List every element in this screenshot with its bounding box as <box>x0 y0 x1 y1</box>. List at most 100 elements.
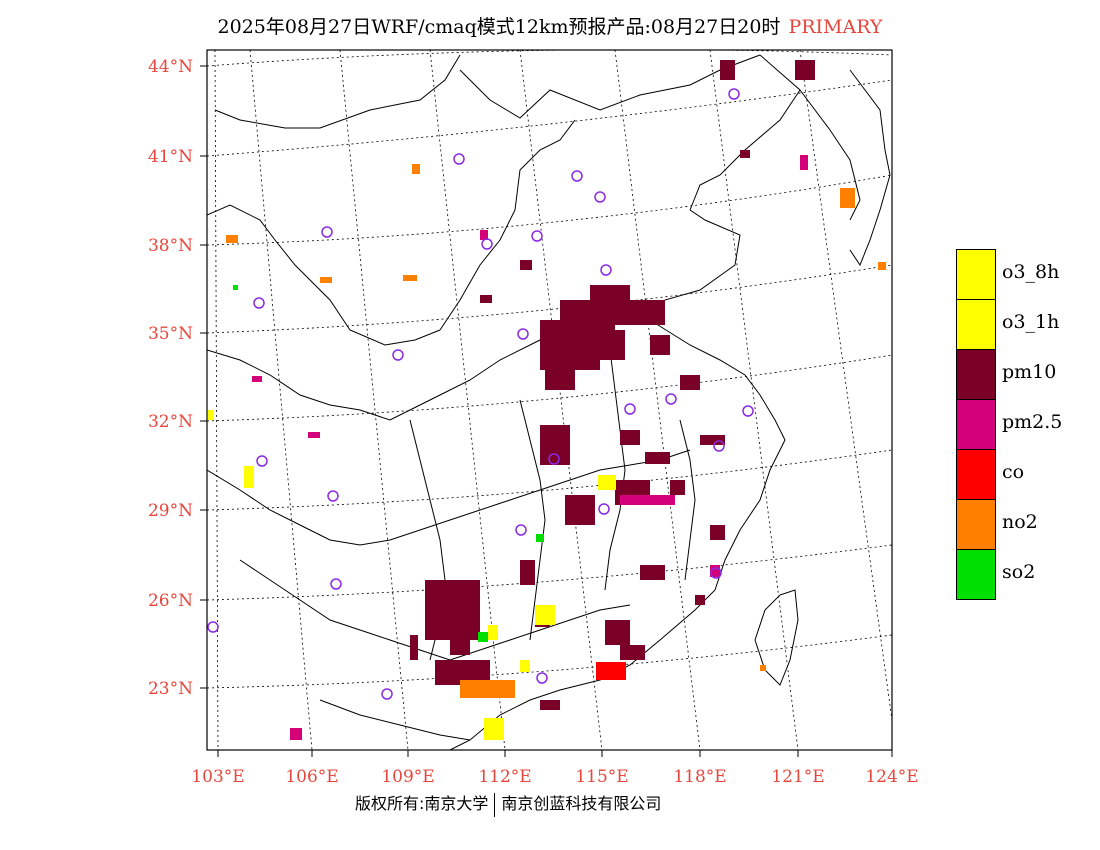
station-marker <box>256 455 268 467</box>
lat-tick-label: 35°N <box>148 324 193 344</box>
lat-tick-label: 26°N <box>148 591 193 611</box>
station-marker <box>481 238 493 250</box>
pollution-cell-co <box>596 662 626 680</box>
pollution-cell-pm10 <box>600 330 625 360</box>
pollution-cell-no2 <box>403 275 417 281</box>
pollution-cell-pm2-5 <box>800 155 808 170</box>
copyright-left: 版权所有:南京大学 <box>355 794 489 813</box>
pollution-cell-pm10 <box>410 635 418 660</box>
pollution-cell-pm10 <box>540 700 560 710</box>
station-marker <box>536 672 548 684</box>
pollution-cell-pm10 <box>630 300 665 325</box>
pollution-cell-pm2-5 <box>480 230 488 240</box>
station-marker <box>531 230 543 242</box>
pollution-cell-pm10 <box>620 645 645 660</box>
legend-swatch <box>956 349 996 400</box>
pollution-cell-pm10 <box>480 295 492 303</box>
pollution-cell-pm2-5 <box>252 376 262 382</box>
station-marker <box>517 328 529 340</box>
pollution-cell-so2 <box>536 534 544 542</box>
monitoring-stations <box>207 88 754 700</box>
station-marker <box>742 405 754 417</box>
title-main: 2025年08月27日WRF/cmaq模式12km预报产品:08月27日20时 <box>217 16 781 38</box>
station-marker <box>600 264 612 276</box>
graticule <box>207 50 892 750</box>
station-marker <box>665 393 677 405</box>
pollution-cell-o3_8h <box>488 625 498 640</box>
pollution-grid-cells <box>208 60 886 740</box>
pollution-cell-pm2-5 <box>290 728 302 740</box>
province-borders <box>207 54 891 750</box>
legend-swatch <box>956 249 996 300</box>
pollution-cell-no2 <box>760 665 766 671</box>
pollution-cell-pm10 <box>640 565 665 580</box>
station-marker <box>571 170 583 182</box>
map-frame <box>206 49 893 751</box>
pollution-cell-pm10 <box>590 285 630 325</box>
pollution-cell-pm10 <box>720 60 735 80</box>
station-marker <box>207 621 219 633</box>
lon-tick-label: 124°E <box>865 767 918 787</box>
pollution-cell-pm10 <box>520 260 532 270</box>
legend-label: o3_1h <box>1002 311 1060 333</box>
title-highlight: PRIMARY <box>788 16 883 38</box>
station-marker <box>392 349 404 361</box>
lat-tick-label: 29°N <box>148 501 193 521</box>
pollution-cell-pm2-5 <box>308 432 320 438</box>
legend-label: so2 <box>1002 561 1036 583</box>
pollution-cell-no2 <box>460 680 515 698</box>
pollution-cell-pm2-5 <box>710 565 720 577</box>
station-marker <box>330 578 342 590</box>
pollution-cell-no2 <box>878 262 886 270</box>
latitude-ticks: 44°N 41°N 38°N 35°N 32°N 29°N 26°N 23°N <box>148 57 207 699</box>
pollution-cell-pm10 <box>680 375 700 390</box>
lon-tick-label: 109°E <box>381 767 434 787</box>
lon-tick-label: 106°E <box>285 767 338 787</box>
station-marker <box>381 688 393 700</box>
longitude-ticks: 103°E 106°E 109°E 112°E 115°E 118°E 121°E 124°E <box>191 750 919 787</box>
pollution-cell-pm2-5 <box>620 495 675 505</box>
pollution-cell-o3_8h <box>598 475 616 490</box>
pollution-cell-so2 <box>478 632 488 642</box>
pollution-cell-o3_8h <box>244 466 254 488</box>
legend-label: pm10 <box>1002 361 1057 383</box>
lat-tick-label: 32°N <box>148 412 193 432</box>
pollution-cell-pm10 <box>700 435 725 445</box>
pollution-cell-no2 <box>840 188 855 208</box>
copyright-right: 南京创蓝科技有限公司 <box>501 794 662 813</box>
station-marker <box>598 503 610 515</box>
pollution-cell-o3_8h <box>535 605 555 625</box>
pollution-cell-pm10 <box>540 425 570 465</box>
pollution-cell-o3_8h <box>520 660 530 672</box>
pollution-cell-so2 <box>233 285 238 290</box>
legend-label: pm2.5 <box>1002 411 1063 433</box>
lon-tick-label: 103°E <box>191 767 244 787</box>
lon-tick-label: 115°E <box>575 767 628 787</box>
legend-label: no2 <box>1002 511 1038 533</box>
legend-label: co <box>1002 461 1025 483</box>
lat-tick-label: 38°N <box>148 236 193 256</box>
pollution-cell-pm10 <box>670 480 685 495</box>
pollution-cell-pm10 <box>695 595 705 605</box>
station-marker <box>710 567 722 579</box>
station-marker <box>728 88 740 100</box>
lon-tick-label: 112°E <box>478 767 531 787</box>
station-marker <box>253 297 265 309</box>
lat-tick-label: 23°N <box>148 679 193 699</box>
pollution-cell-no2 <box>320 277 332 283</box>
legend-label: o3_8h <box>1002 261 1060 283</box>
copyright-divider <box>494 792 496 817</box>
legend-swatch <box>956 449 996 500</box>
station-marker <box>327 490 339 502</box>
pollution-cell-pm10 <box>710 525 725 540</box>
pollution-cell-pm10 <box>450 640 470 655</box>
station-marker <box>453 153 465 165</box>
pollution-cell-pm10 <box>795 60 815 80</box>
chart-title: 2025年08月27日WRF/cmaq模式12km预报产品:08月27日20时 P… <box>0 12 1100 39</box>
pollution-cell-pm10 <box>645 452 670 464</box>
pollution-cell-o3_8h <box>208 410 214 420</box>
lat-tick-label: 44°N <box>148 57 193 77</box>
pollution-cell-no2 <box>412 164 420 174</box>
legend-swatch <box>956 299 996 350</box>
